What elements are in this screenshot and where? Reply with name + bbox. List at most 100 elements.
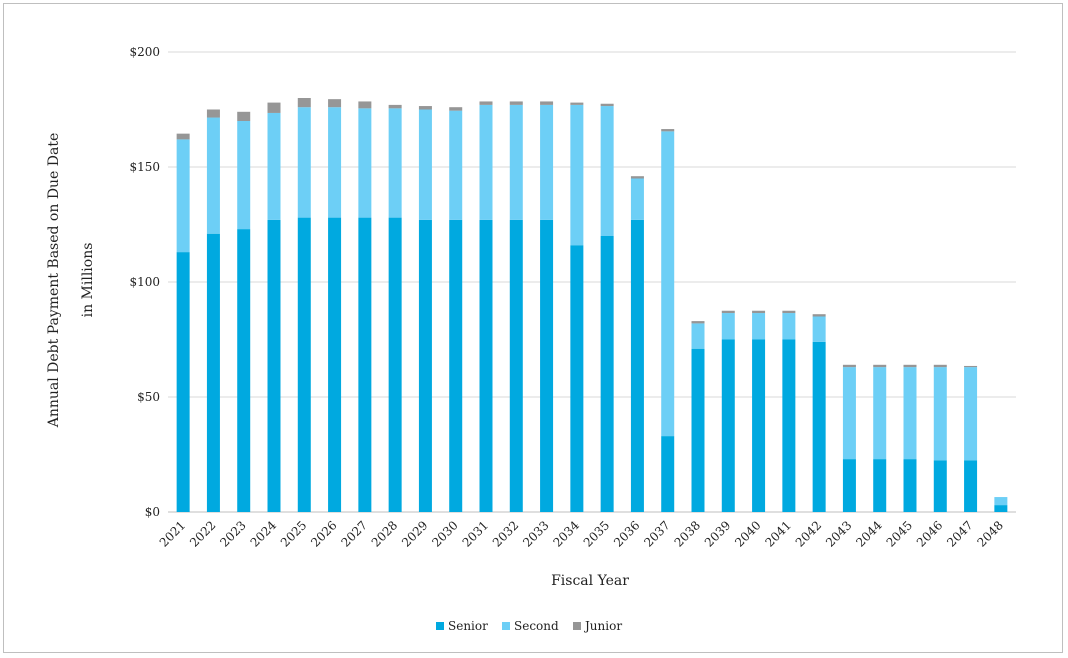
bar-junior-2042 [812,314,826,317]
x-tick-label: 2033 [520,518,551,549]
bar-junior-2043 [842,364,856,368]
bar-junior-2037 [661,129,675,132]
bar-junior-2029 [418,106,432,110]
x-tick-label: 2037 [641,518,672,549]
legend-swatch-second [502,622,510,630]
legend-swatch-senior [436,622,444,630]
bar-junior-2047 [964,365,978,368]
x-tick-label: 2035 [581,518,612,549]
bar-senior-2026 [328,217,342,512]
x-tick-label: 2028 [369,518,400,549]
bar-senior-2027 [358,217,372,512]
bar-second-2031 [479,104,493,220]
bar-second-2028 [388,108,402,218]
legend-label-second: Second [514,619,559,633]
x-tick-label: 2045 [884,518,915,549]
bar-second-2035 [600,106,614,236]
bar-second-2047 [964,367,978,461]
y-tick-label: $200 [129,45,160,59]
bar-junior-2023 [237,111,251,121]
bar-second-2045 [903,367,917,460]
bar-senior-2037 [661,436,675,512]
bar-senior-2043 [842,459,856,512]
bar-junior-2032 [509,101,523,105]
x-tick-label: 2038 [672,518,703,549]
x-tick-label: 2026 [308,518,339,549]
bar-senior-2044 [873,459,887,512]
x-tick-label: 2025 [278,518,309,549]
bar-junior-2034 [570,102,584,105]
bar-senior-2033 [540,219,554,512]
bar-senior-2040 [752,339,766,512]
x-tick-label: 2031 [460,518,491,549]
bar-senior-2021 [176,252,190,512]
bar-senior-2041 [782,339,796,512]
x-tick-label: 2024 [248,518,280,550]
x-tick-label: 2039 [702,518,733,549]
bar-senior-2023 [237,229,251,512]
bar-junior-2039 [721,310,735,314]
x-tick-label: 2030 [429,518,460,549]
x-tick-label: 2022 [187,518,218,549]
bar-junior-2021 [176,133,190,140]
bar-junior-2025 [297,98,311,108]
bar-second-2042 [812,316,826,342]
x-tick-label: 2046 [914,518,945,549]
gridlines [168,51,1016,513]
bar-senior-2034 [570,245,584,512]
bar-second-2043 [842,367,856,460]
x-tick-labels: 2021202220232024202520262027202820292030… [157,518,1006,550]
bar-senior-2046 [933,460,947,512]
x-tick-label: 2023 [217,518,248,549]
y-tick-label: $150 [129,160,160,174]
bar-junior-2041 [782,310,796,314]
bar-junior-2022 [206,109,220,118]
bar-junior-2036 [630,176,644,179]
bar-senior-2047 [964,460,978,512]
bar-second-2032 [509,104,523,220]
bar-junior-2027 [358,101,372,109]
bar-senior-2038 [691,348,705,512]
x-tick-label: 2027 [338,518,369,549]
bar-senior-2028 [388,217,402,512]
y-axis-title-line1: Annual Debt Payment Based on Due Date [46,133,62,429]
bar-senior-2024 [267,219,281,512]
legend-label-senior: Senior [448,619,488,633]
bar-senior-2022 [206,233,220,512]
x-tick-label: 2044 [853,518,885,550]
bar-second-2048 [994,497,1008,506]
bar-junior-2045 [903,364,917,368]
bar-junior-2030 [449,107,463,111]
bar-second-2026 [328,107,342,218]
y-axis-title-line2: in Millions [80,243,96,318]
x-tick-label: 2036 [611,518,642,549]
bar-second-2040 [752,313,766,340]
bar-second-2030 [449,110,463,220]
x-tick-label: 2041 [762,518,793,549]
y-tick-label: $100 [129,275,160,289]
bar-senior-2042 [812,341,826,512]
bar-senior-2032 [509,219,523,512]
bar-junior-2031 [479,101,493,105]
bar-senior-2036 [630,219,644,512]
bar-senior-2025 [297,217,311,512]
x-tick-label: 2021 [157,518,188,549]
bar-senior-2039 [721,339,735,512]
bar-junior-2033 [540,101,554,105]
bar-second-2046 [933,367,947,461]
bar-second-2038 [691,323,705,349]
bar-junior-2024 [267,102,281,113]
y-tick-label: $50 [137,390,160,404]
bar-second-2033 [540,104,554,220]
bar-senior-2035 [600,236,614,512]
x-tick-label: 2029 [399,518,430,549]
x-tick-label: 2042 [793,518,824,549]
bar-second-2039 [721,313,735,340]
legend-swatch-junior [573,622,581,630]
bar-second-2041 [782,313,796,340]
bar-senior-2029 [418,219,432,512]
x-tick-label: 2034 [550,518,582,550]
legend-label-junior: Junior [583,619,622,633]
bar-senior-2045 [903,459,917,512]
